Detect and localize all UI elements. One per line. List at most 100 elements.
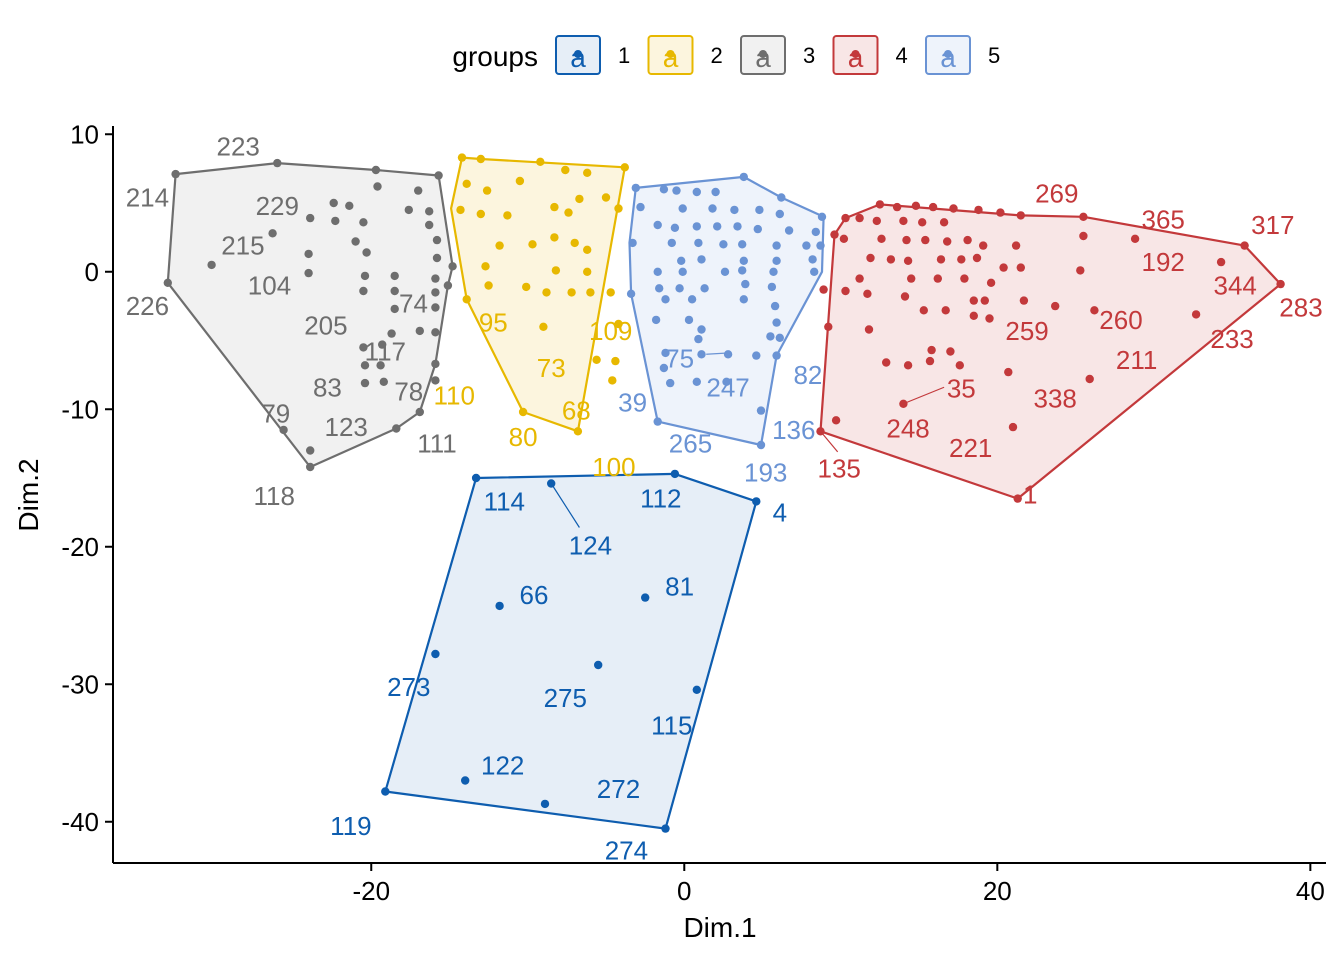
data-point-group-5 [772, 256, 781, 265]
data-point-group-4 [969, 296, 978, 305]
point-label: 73 [537, 353, 566, 383]
point-label: 214 [126, 183, 169, 213]
data-point-group-2 [564, 208, 573, 217]
data-point-group-3 [362, 248, 371, 257]
data-point-group-2 [539, 322, 548, 331]
data-point-group-5 [655, 284, 664, 293]
data-point-group-2 [583, 267, 592, 276]
data-point-group-4 [996, 208, 1005, 217]
data-point-group-5 [817, 212, 827, 221]
point-label: 233 [1210, 324, 1253, 354]
data-point-group-3 [414, 186, 423, 195]
data-point-group-5 [636, 202, 645, 212]
data-point-group-5 [738, 240, 747, 249]
data-point-group-2 [484, 281, 493, 290]
legend-key-dot [666, 50, 675, 58]
point-label: 274 [605, 836, 648, 866]
data-point-group-4 [949, 204, 958, 213]
data-point-group-4 [927, 345, 936, 355]
data-point-group-4 [1004, 367, 1013, 377]
point-label: 260 [1099, 305, 1142, 335]
data-point-group-4 [899, 216, 908, 226]
point-label: 273 [387, 672, 430, 702]
data-point-group-4 [955, 361, 964, 370]
data-point-group-5 [672, 186, 681, 195]
data-point-group-4 [855, 274, 864, 283]
data-point-group-5 [694, 334, 703, 344]
data-point-group-4 [918, 218, 927, 227]
data-point-group-4 [864, 325, 874, 334]
data-point-group-5 [739, 256, 748, 265]
data-point-group-3 [306, 213, 315, 223]
data-point-group-5 [684, 315, 694, 325]
data-point-group-4 [831, 416, 841, 425]
point-label: 117 [365, 337, 406, 367]
data-point-group-2 [528, 240, 537, 249]
data-point-group-2 [456, 205, 465, 215]
data-point-group-2 [503, 211, 512, 220]
point-label: 80 [509, 422, 538, 452]
data-point-group-4 [1191, 310, 1201, 319]
point-label: 344 [1214, 271, 1257, 301]
data-point-group-3 [268, 229, 277, 238]
data-point-group-4 [1013, 494, 1022, 503]
data-point-group-4 [979, 241, 988, 250]
legend-label-1: 1 [618, 43, 630, 68]
data-point-group-2 [551, 266, 561, 275]
data-point-group-2 [614, 204, 623, 213]
data-point-group-5 [666, 378, 675, 388]
data-point-group-3 [376, 361, 385, 370]
data-point-group-4 [863, 289, 872, 298]
point-label: 110 [433, 381, 474, 411]
data-point-group-3 [171, 169, 180, 179]
legend-label-5: 5 [988, 43, 1000, 68]
data-point-group-3 [359, 343, 368, 352]
data-point-group-4 [1130, 234, 1140, 243]
data-point-group-4 [980, 296, 989, 305]
point-label: 193 [744, 458, 787, 488]
data-point-group-5 [694, 238, 703, 248]
data-point-group-5 [677, 256, 686, 265]
data-point-group-5 [692, 187, 701, 197]
data-point-group-3 [329, 198, 338, 208]
data-point-group-1 [661, 824, 670, 833]
data-point-group-2 [575, 194, 584, 204]
data-point-group-5 [708, 204, 717, 213]
data-point-group-5 [678, 204, 687, 213]
point-label: 229 [256, 191, 299, 221]
data-point-group-5 [661, 295, 670, 304]
data-point-group-2 [522, 282, 531, 292]
data-point-group-2 [542, 288, 551, 297]
data-point-group-4 [903, 256, 913, 265]
data-point-group-3 [379, 377, 388, 386]
data-point-group-2 [586, 288, 595, 297]
data-point-group-4 [933, 274, 942, 283]
point-label: 74 [399, 288, 428, 318]
data-point-group-3 [351, 237, 360, 246]
cluster-hull-5 [628, 175, 825, 447]
data-point-group-1 [461, 776, 470, 785]
data-point-group-4 [946, 347, 955, 356]
data-point-group-5 [631, 183, 640, 193]
data-point-group-3 [387, 329, 396, 338]
data-point-group-1 [471, 473, 481, 483]
cluster-hull-1 [384, 472, 758, 830]
label-leaders [550, 352, 945, 528]
legend-key-dot [851, 50, 860, 58]
data-point-group-4 [841, 286, 850, 296]
data-point-group-5 [692, 222, 701, 231]
x-tick-label: -20 [352, 876, 390, 906]
point-label: 226 [126, 291, 169, 321]
point-label: 317 [1251, 210, 1294, 240]
data-point-group-5 [816, 241, 825, 250]
data-point-group-5 [733, 222, 742, 231]
axes: -20 0 20 40 100-10-20-30-40 Dim.1 Dim.2 [13, 119, 1326, 943]
data-point-group-5 [755, 205, 764, 215]
data-point-group-5 [770, 301, 780, 311]
data-point-group-4 [830, 230, 839, 239]
data-point-group-1 [670, 469, 680, 479]
data-point-group-2 [515, 176, 525, 186]
data-point-group-4 [1240, 241, 1249, 250]
point-label: 66 [520, 580, 549, 610]
